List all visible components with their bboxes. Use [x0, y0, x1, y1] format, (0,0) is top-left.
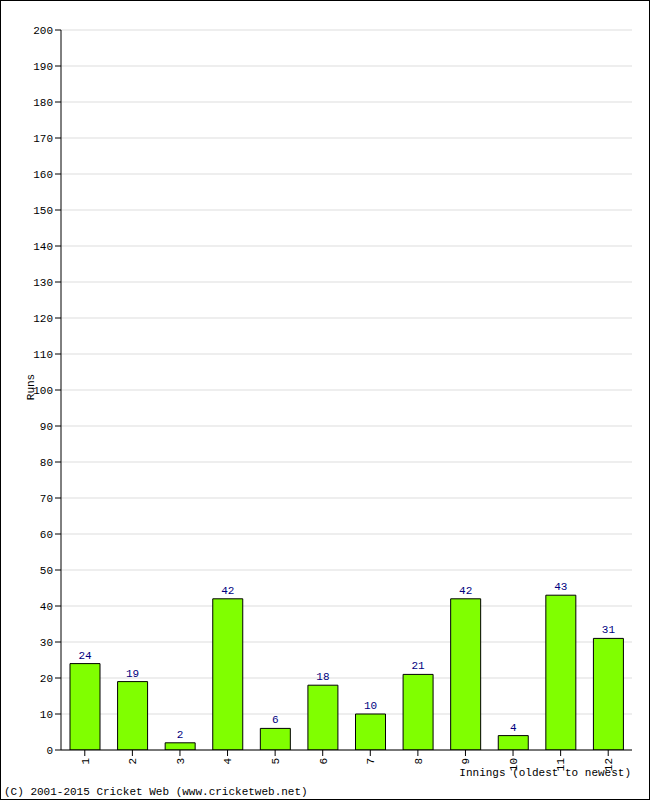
svg-text:42: 42: [221, 585, 234, 597]
svg-text:31: 31: [602, 624, 616, 636]
svg-text:40: 40: [40, 601, 53, 613]
svg-text:120: 120: [33, 313, 53, 325]
svg-text:4: 4: [510, 722, 517, 734]
svg-text:42: 42: [459, 585, 472, 597]
svg-text:170: 170: [33, 133, 53, 145]
svg-text:30: 30: [40, 637, 53, 649]
svg-text:4: 4: [222, 758, 234, 765]
svg-text:20: 20: [40, 673, 53, 685]
svg-text:50: 50: [40, 565, 53, 577]
svg-text:110: 110: [33, 349, 53, 361]
svg-text:70: 70: [40, 493, 53, 505]
svg-text:21: 21: [411, 660, 425, 672]
svg-text:2: 2: [177, 729, 184, 741]
svg-text:150: 150: [33, 205, 53, 217]
svg-text:43: 43: [554, 581, 567, 593]
svg-text:8: 8: [413, 758, 425, 765]
svg-text:130: 130: [33, 277, 53, 289]
svg-text:10: 10: [364, 700, 377, 712]
svg-text:24: 24: [78, 650, 92, 662]
svg-text:160: 160: [33, 169, 53, 181]
svg-text:90: 90: [40, 421, 53, 433]
svg-text:6: 6: [318, 758, 330, 765]
svg-text:80: 80: [40, 457, 53, 469]
svg-text:7: 7: [365, 758, 377, 765]
svg-text:3: 3: [175, 758, 187, 765]
svg-text:140: 140: [33, 241, 53, 253]
svg-text:10: 10: [40, 709, 53, 721]
svg-text:9: 9: [460, 758, 472, 765]
svg-text:1: 1: [80, 758, 92, 765]
svg-text:190: 190: [33, 61, 53, 73]
svg-text:2: 2: [127, 758, 139, 765]
svg-text:18: 18: [316, 671, 329, 683]
svg-text:19: 19: [126, 668, 139, 680]
svg-text:5: 5: [270, 758, 282, 765]
svg-text:200: 200: [33, 25, 53, 37]
svg-text:0: 0: [46, 745, 53, 757]
svg-text:60: 60: [40, 529, 53, 541]
svg-text:180: 180: [33, 97, 53, 109]
svg-text:6: 6: [272, 714, 279, 726]
